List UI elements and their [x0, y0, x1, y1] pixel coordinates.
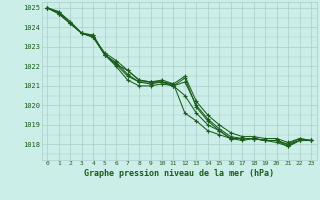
X-axis label: Graphe pression niveau de la mer (hPa): Graphe pression niveau de la mer (hPa) [84, 169, 274, 178]
